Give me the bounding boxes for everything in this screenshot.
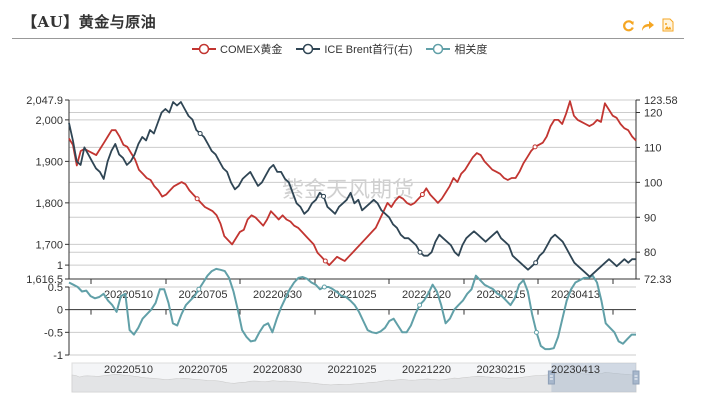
legend-line-circle-icon: [192, 43, 216, 55]
slider-label: 20230413: [551, 364, 600, 376]
left-axis-label: 2,000: [35, 115, 63, 127]
slider-label: 20230215: [477, 364, 526, 376]
data-point[interactable]: [321, 193, 327, 199]
slider-label: 20220705: [179, 364, 228, 376]
left-axis-label: 2,047.9: [26, 95, 63, 107]
save-image-icon: [662, 18, 674, 32]
data-point[interactable]: [321, 284, 327, 290]
corr-axis-label: -0.5: [44, 327, 63, 339]
axes: 2,047.9 2,000 1,900 1,800 1,700 1 1,616.5 123.5…: [26, 95, 677, 362]
slider-label: 20221025: [328, 364, 377, 376]
right-axis-label: 123.58: [644, 95, 678, 107]
data-point[interactable]: [533, 329, 539, 335]
chart-legend: COMEX黄金 ICE Brent首行(右) 相关度: [192, 41, 487, 57]
ice-brent-line: [68, 101, 636, 278]
legend-label: 相关度: [454, 44, 488, 56]
legend-item-comex-gold[interactable]: COMEX黄金: [192, 41, 282, 57]
legend-label: COMEX黄金: [220, 44, 283, 56]
slider-label: 20220510: [104, 364, 153, 376]
legend-item-ice-brent[interactable]: ICE Brent首行(右): [296, 41, 412, 57]
x-axis-label: 20230413: [551, 289, 600, 301]
data-point[interactable]: [533, 260, 539, 266]
legend-label: ICE Brent首行(右): [324, 44, 413, 56]
slider-label: 20221220: [402, 364, 451, 376]
slider-selection[interactable]: [551, 363, 636, 392]
corr-axis-label: 0: [57, 305, 63, 317]
data-point[interactable]: [417, 302, 423, 308]
data-point[interactable]: [194, 196, 200, 202]
data-point[interactable]: [196, 286, 202, 292]
toolbox: [621, 18, 675, 32]
right-axis-label: 90: [644, 212, 656, 224]
x-axis-label: 20220830: [253, 289, 302, 301]
left-axis-label: 1,900: [35, 156, 63, 168]
x-axis-label: 20221025: [328, 289, 377, 301]
chart-title: 【AU】黄金与原油: [22, 13, 157, 31]
corr-axis-label: -1: [53, 350, 63, 362]
x-axis-label: 20220705: [179, 289, 228, 301]
legend-line-circle-icon: [426, 43, 451, 55]
legend-line-circle-icon: [296, 43, 321, 55]
slider-shadow: [71, 371, 637, 393]
right-axis-label: 110: [644, 142, 662, 154]
chart-header: 【AU】黄金与原油: [0, 0, 703, 40]
data-zoom-slider[interactable]: 20220510 20220705 20220830 20221025 20221220…: [71, 362, 640, 393]
left-axis-label: 1: [57, 260, 63, 272]
slider-label: 20220830: [253, 364, 302, 376]
grid-lines: [69, 99, 636, 356]
right-axis-label: 120: [644, 108, 662, 120]
right-axis-label: 80: [644, 247, 656, 259]
refresh-icon: [622, 19, 634, 31]
slider-start-handle[interactable]: [547, 370, 555, 385]
slider-end-handle[interactable]: [632, 370, 640, 385]
data-point[interactable]: [532, 144, 538, 150]
data-point[interactable]: [322, 258, 328, 264]
share-icon: [642, 20, 654, 31]
refresh-button[interactable]: [621, 18, 635, 32]
left-axis-label: 1,800: [35, 198, 63, 210]
legend-item-correlation[interactable]: 相关度: [426, 41, 487, 57]
right-axis-label: 100: [644, 177, 662, 189]
header-divider: [12, 38, 684, 39]
left-axis-label: 1,616.5: [26, 274, 63, 286]
right-axis-label: 72.33: [644, 274, 672, 286]
data-point[interactable]: [419, 192, 425, 198]
comex-gold-line: [68, 100, 637, 267]
left-axis-label: 1,700: [35, 239, 63, 251]
x-axis-label: 20220510: [104, 289, 153, 301]
data-point[interactable]: [417, 249, 423, 255]
corr-axis-label: 0.5: [48, 282, 63, 294]
share-button[interactable]: [641, 18, 655, 32]
data-point[interactable]: [197, 130, 203, 136]
correlation-line: [68, 267, 636, 351]
save-image-button[interactable]: [661, 18, 675, 32]
